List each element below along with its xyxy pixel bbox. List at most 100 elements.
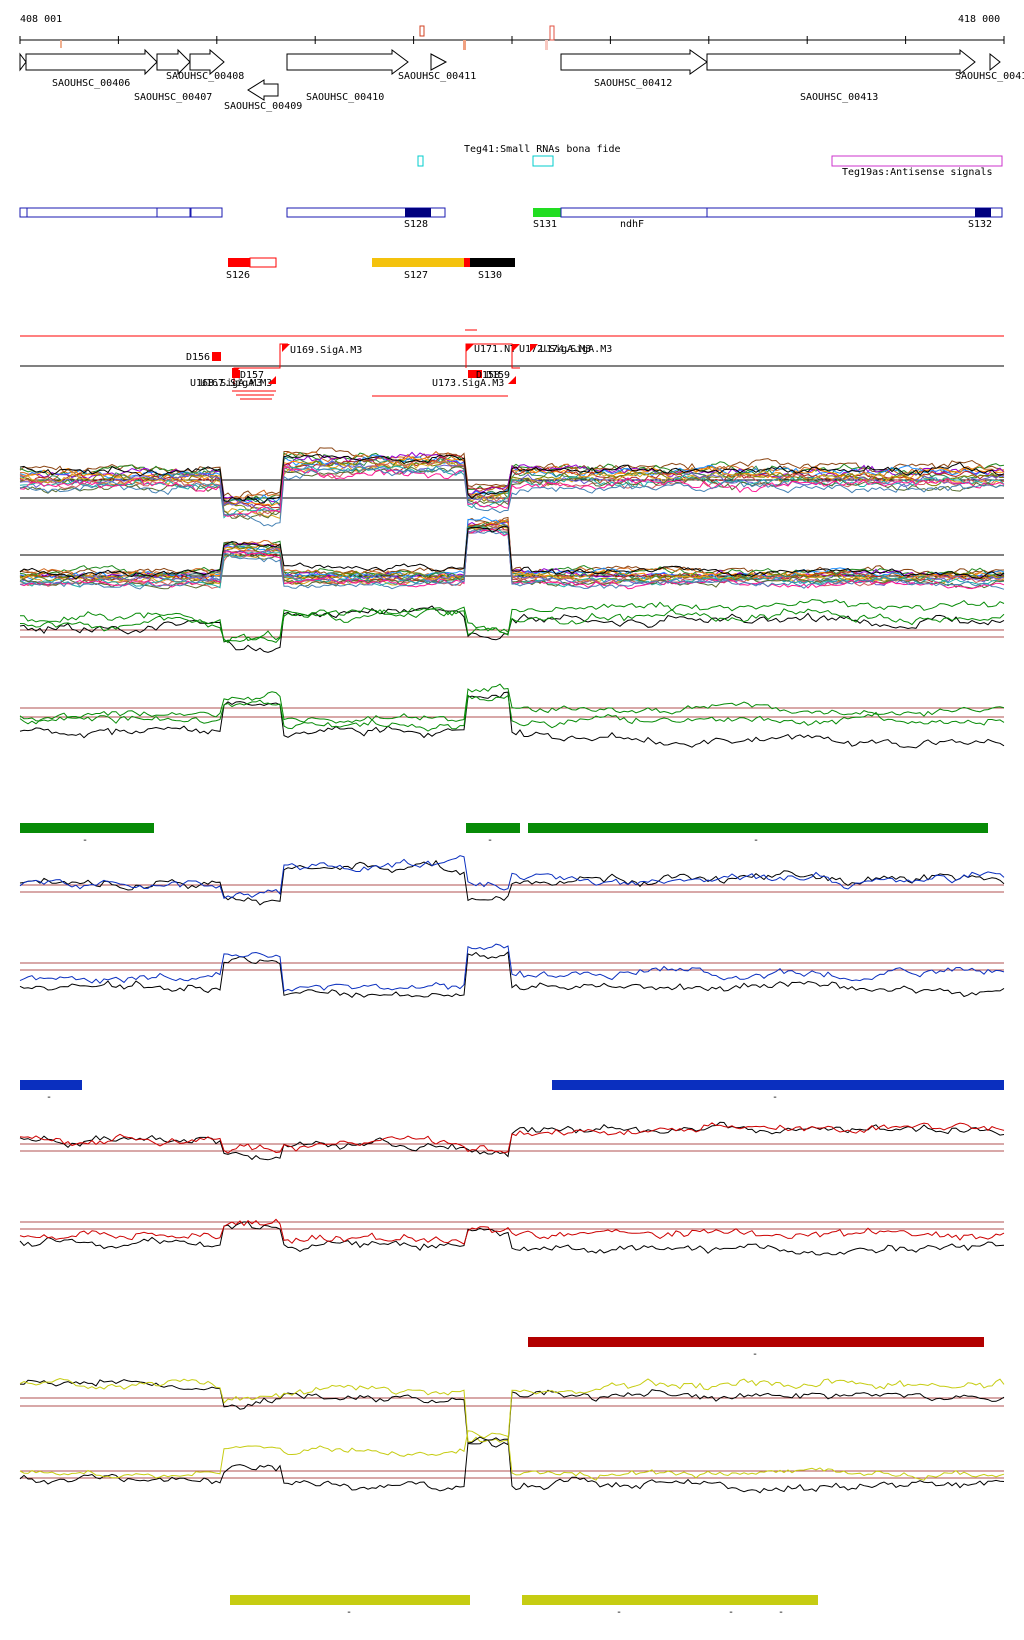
- segment-label-s130: S130: [478, 270, 502, 281]
- segment-box-ndhf[interactable]: [560, 207, 1003, 218]
- segment-track: S128 S131 ndhF S132: [19, 207, 1003, 230]
- ruler-marker: [549, 25, 555, 41]
- segment-box[interactable]: [19, 207, 191, 218]
- green-bar-tick: -: [82, 835, 88, 846]
- green-segment-bar[interactable]: [466, 823, 520, 833]
- segment-block-s131[interactable]: [533, 208, 561, 217]
- gene-label: SAOUHSC_00410: [306, 92, 384, 103]
- srna-track: Teg41:Small RNAs bona fide Teg19as:Antis…: [417, 144, 1003, 178]
- promoter-label-u173: U173.SigA.M3: [432, 378, 504, 389]
- yellow-bar-tick: -: [346, 1607, 352, 1618]
- expression-profile-line: [19, 691, 1005, 749]
- coordinate-ruler: 408 001 418 000: [19, 14, 1005, 50]
- segment-box-s126[interactable]: [249, 257, 277, 268]
- promoter-flag-u169[interactable]: [282, 344, 290, 352]
- gene-label: SAOUHSC_00411: [398, 71, 476, 82]
- segment-block-s129[interactable]: [464, 258, 470, 267]
- expression-profile-line: [19, 525, 1005, 580]
- promoter-label-d158: D158: [476, 370, 500, 381]
- gene-arrow[interactable]: [989, 52, 1001, 72]
- expression-profile-line: [19, 1218, 1005, 1245]
- expression-profile-line: [19, 1122, 1005, 1154]
- segment-block-s128[interactable]: [405, 208, 431, 217]
- gene-arrow[interactable]: [189, 48, 225, 76]
- gene-arrow[interactable]: [560, 49, 708, 75]
- expression-profile-line: [19, 1221, 1005, 1256]
- gene-label: SAOUHSC_00412: [594, 78, 672, 89]
- segment-label-s128: S128: [404, 219, 428, 230]
- promoter-mark-d157[interactable]: [232, 370, 240, 378]
- segment-label-s126: S126: [226, 270, 250, 281]
- gene-label: SAOUHSC_00413: [800, 92, 878, 103]
- promoter-track: D156 U169.SigA.M3 D157 U168.SigA.M3 U167…: [20, 329, 1004, 400]
- promoter-label-d159: D159: [486, 370, 510, 381]
- blue-segment-bar[interactable]: [20, 1080, 82, 1090]
- red-segment-bar[interactable]: [528, 1337, 984, 1347]
- promoter-label-u171: U171.NT: [474, 344, 516, 355]
- expression-profile-line: [19, 465, 1005, 527]
- blue-segment-bar[interactable]: [552, 1080, 1004, 1090]
- expression-profile-line: [19, 1430, 1005, 1481]
- gene-arrow[interactable]: [19, 52, 27, 72]
- segment-block-s127[interactable]: [372, 258, 464, 267]
- gene-arrow[interactable]: [25, 48, 158, 76]
- ruler-start-label: 408 001: [20, 14, 62, 25]
- expression-profile-line: [19, 1121, 1005, 1161]
- segment-label-s131: S131: [533, 219, 557, 230]
- promoter-flag-u171[interactable]: [466, 344, 474, 352]
- promoter-label-u172: U172.SigA.M3: [519, 344, 591, 355]
- gene-track: SAOUHSC_00406 SAOUHSC_00407 SAOUHSC_0040…: [19, 48, 1024, 112]
- expression-profile-line: [19, 1377, 1005, 1443]
- promoter-mark-d158[interactable]: [468, 370, 482, 378]
- segment-block-s126[interactable]: [228, 258, 250, 267]
- gene-arrow[interactable]: [156, 48, 191, 76]
- promoter-flag-u173[interactable]: [508, 376, 516, 384]
- green-segment-bar[interactable]: [20, 823, 154, 833]
- promoter-mark-d156[interactable]: [212, 352, 221, 361]
- promoter-label-u169: U169.SigA.M3: [290, 345, 362, 356]
- green-segment-bar[interactable]: [528, 823, 988, 833]
- antisense-label: Teg19as:Antisense signals: [842, 167, 993, 178]
- ruler-marker: [60, 40, 62, 48]
- yellow-bar-tick: -: [778, 1607, 784, 1618]
- expression-profile-line: [19, 859, 1005, 906]
- promoter-flag-u172[interactable]: [512, 344, 520, 352]
- gene-label: SAOUHSC_00409: [224, 101, 302, 112]
- gene-arrow[interactable]: [706, 48, 976, 76]
- antisense-box[interactable]: [831, 155, 1003, 167]
- promoter-flag-u174[interactable]: [530, 344, 538, 352]
- segment-block-s130[interactable]: [470, 258, 515, 267]
- gene-arrow[interactable]: [286, 49, 409, 75]
- segment-track-2: S126 S127 S130: [226, 257, 515, 281]
- expression-profile-line: [19, 1436, 1005, 1494]
- blue-bar-tick: -: [772, 1092, 778, 1103]
- promoter-label-u167: U167.SigA.M3: [200, 378, 272, 389]
- blue-bar-tick: -: [46, 1092, 52, 1103]
- promoter-label-d156: D156: [186, 352, 210, 363]
- expression-profile-line: [19, 694, 1005, 732]
- gene-label: SAOUHSC_00408: [166, 71, 244, 82]
- gene-arrow[interactable]: [430, 53, 448, 71]
- promoter-flag-u168[interactable]: [268, 376, 276, 384]
- segment-box[interactable]: [190, 207, 223, 218]
- srna-box[interactable]: [532, 155, 554, 167]
- gene-arrow[interactable]: [247, 79, 279, 101]
- gene-label: SAOUHSC_00406: [52, 78, 130, 89]
- ruler-marker: [545, 40, 548, 50]
- promoter-label-u168: U168.SigA.M3: [190, 378, 262, 389]
- srna-box[interactable]: [417, 155, 424, 167]
- yellow-segment-bar[interactable]: [230, 1595, 470, 1605]
- segment-box[interactable]: [286, 207, 446, 218]
- expression-profile-line: [19, 951, 1005, 998]
- green-bar-tick: -: [753, 835, 759, 846]
- yellow-bar-tick: -: [616, 1607, 622, 1618]
- ruler-marker: [463, 40, 466, 50]
- small-rna-label: Teg41:Small RNAs bona fide: [464, 144, 621, 155]
- yellow-segment-bar[interactable]: [522, 1595, 818, 1605]
- segment-block-s132[interactable]: [975, 208, 991, 217]
- ruler-marker: [419, 25, 425, 37]
- segment-label-s127: S127: [404, 270, 428, 281]
- expression-profile-line: [19, 459, 1004, 515]
- expression-profile-line: [19, 683, 1005, 724]
